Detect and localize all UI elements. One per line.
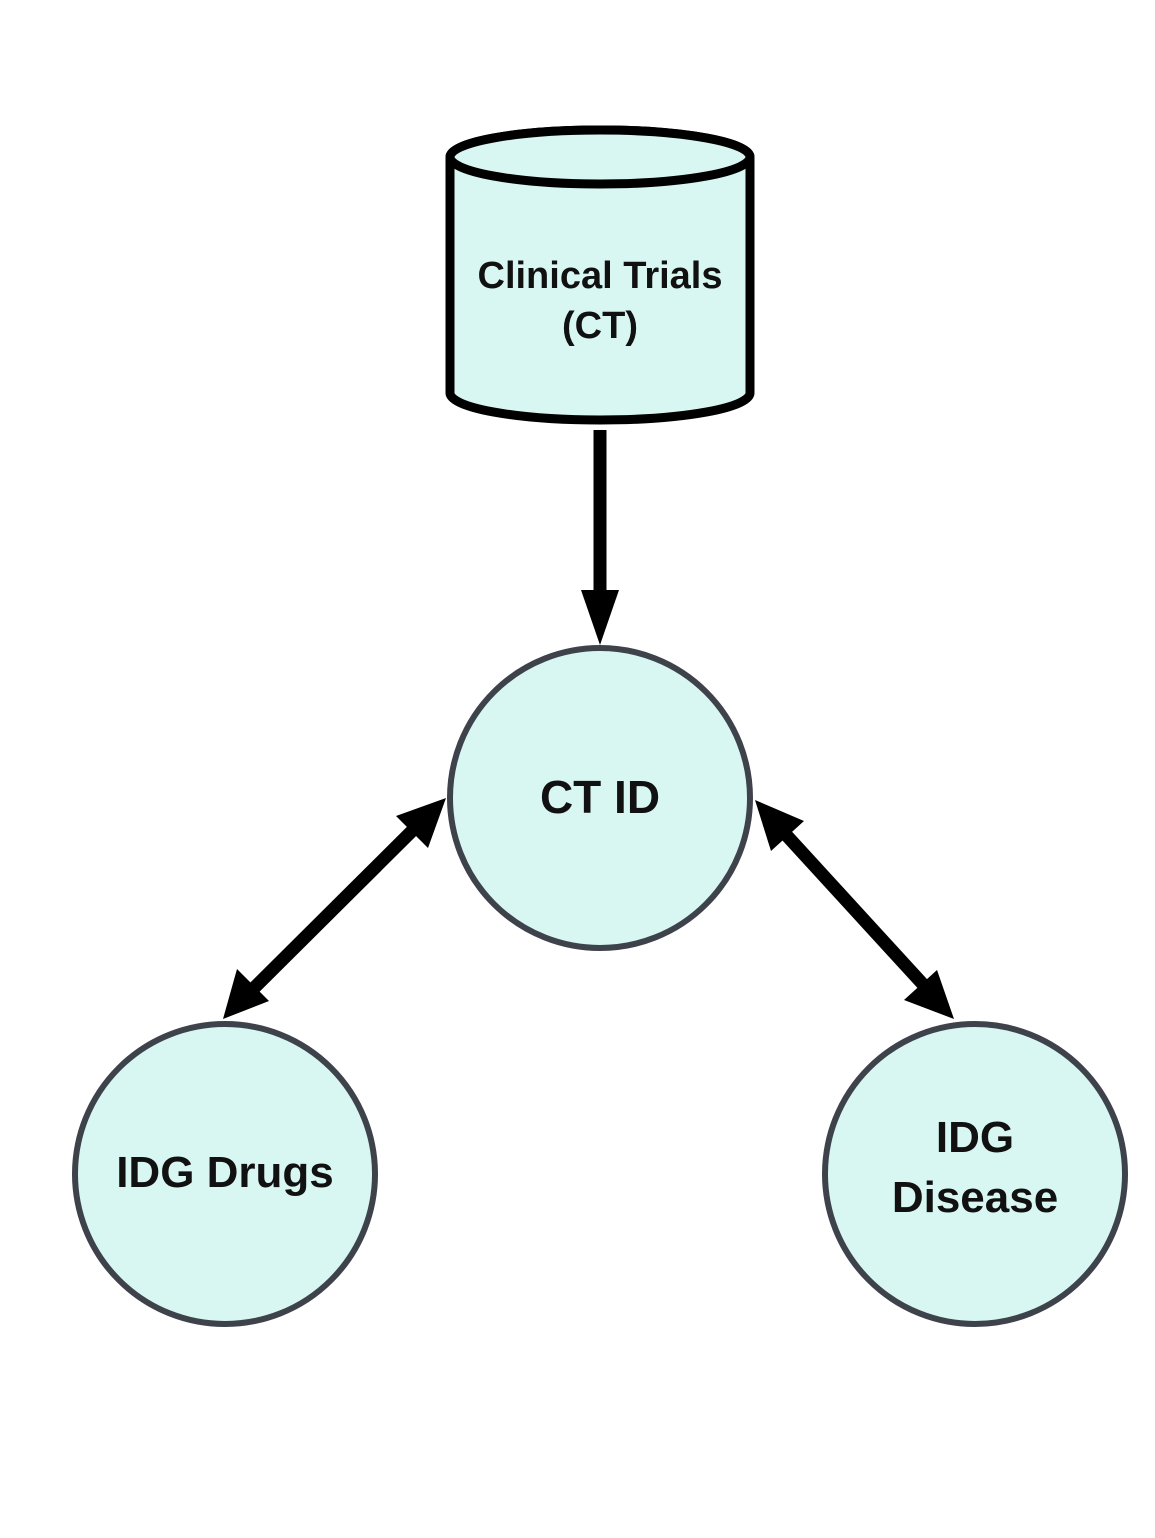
arrow-database-to-ct-id [581,430,619,645]
clinical-trials-database-node[interactable]: Clinical Trials (CT) [445,125,755,425]
arrow-ct-id-to-idg-drugs [223,798,446,1019]
clinical-trials-label-line1: Clinical Trials [478,255,723,297]
arrow-ct-id-to-idg-disease [755,800,954,1019]
database-top-rim [445,125,755,189]
arrowhead-upper-icon [396,798,446,848]
arrowhead-down-icon [581,590,619,645]
idg-drugs-node[interactable]: IDG Drugs [72,1021,378,1327]
ct-id-node[interactable]: CT ID [447,645,753,951]
arrowhead-lower-icon [223,969,269,1019]
arrowhead-upper-icon [755,800,804,851]
arrowhead-lower-icon [904,970,954,1019]
ct-id-label: CT ID [540,771,660,823]
clinical-trials-label-line2: (CT) [562,305,638,347]
idg-disease-label-line2: Disease [892,1173,1058,1222]
idg-disease-node[interactable]: IDG Disease [822,1021,1128,1327]
idg-drugs-label: IDG Drugs [116,1148,334,1197]
idg-disease-label-line1: IDG [936,1113,1014,1162]
